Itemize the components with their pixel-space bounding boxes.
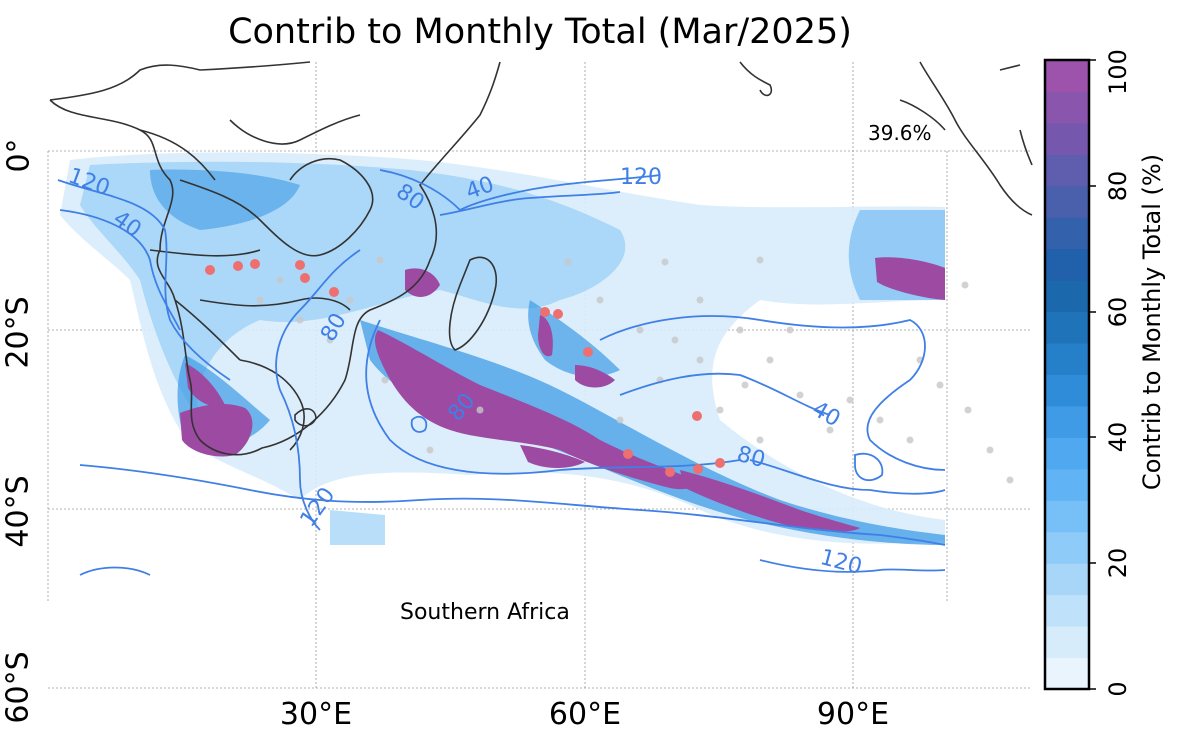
country-borders <box>49 61 1033 456</box>
colorbar-segment <box>1045 563 1089 596</box>
contribution-shading <box>60 152 945 545</box>
contour-label: 40 <box>108 206 146 243</box>
colorbar-segment <box>1045 280 1089 313</box>
latitude-label: 20°S <box>0 296 36 369</box>
colorbar-segment <box>1045 437 1089 470</box>
contour-label: 40 <box>462 171 498 206</box>
map-title: Contrib to Monthly Total (Mar/2025) <box>228 12 852 52</box>
colorbar-segment <box>1045 60 1089 92</box>
colorbar-frame <box>1043 58 1091 691</box>
colorbar-label: Contrib to Monthly Total (%) <box>1138 153 1166 491</box>
colorbar-tick-label: 40 <box>1104 421 1132 453</box>
colorbar-segment <box>1045 594 1089 627</box>
colorbar-segment <box>1045 657 1089 690</box>
contour-label: 80 <box>443 388 481 427</box>
event-dots <box>205 259 725 477</box>
colorbar-segment <box>1045 500 1089 533</box>
colorbar-segment <box>1045 405 1089 438</box>
colorbar-tick-marks <box>1089 59 1096 690</box>
latitude-label: 60°S <box>0 651 36 724</box>
colorbar-segment <box>1045 311 1089 344</box>
latitude-label: 40°S <box>0 475 36 548</box>
colorbar-segment <box>1045 468 1089 501</box>
colorbar-tick-label: 80 <box>1104 170 1132 202</box>
colorbar-segment <box>1045 122 1089 155</box>
contour-label: 40 <box>807 396 845 433</box>
region-label: Southern Africa <box>400 600 570 625</box>
contour-label: 120 <box>64 163 114 202</box>
colorbar-segment <box>1045 374 1089 407</box>
contour-label: 80 <box>391 179 429 216</box>
longitude-label: 60°E <box>548 697 622 732</box>
contour-label: 80 <box>734 441 768 474</box>
colorbar-segment <box>1045 531 1089 564</box>
colorbar-segment <box>1045 91 1089 124</box>
colorbar-tick-label: 60 <box>1104 296 1132 328</box>
contour-label: 120 <box>295 483 341 532</box>
contour-lines <box>57 169 946 576</box>
latitude-label: 0° <box>1 138 37 173</box>
colorbar <box>1045 60 1089 690</box>
colorbar-tick-label: 100 <box>1104 49 1132 95</box>
colorbar-segment <box>1045 217 1089 250</box>
colorbar-segment <box>1045 626 1089 659</box>
colorbar-segment <box>1045 248 1089 281</box>
colorbar-tick-label: 20 <box>1104 547 1132 579</box>
colorbar-segment <box>1045 154 1089 187</box>
longitude-label: 30°E <box>279 697 353 732</box>
percent-label: 39.6% <box>868 121 932 145</box>
contour-label: 120 <box>817 544 865 581</box>
station-dots <box>256 256 1014 484</box>
contour-label: 120 <box>620 165 662 190</box>
colorbar-tick-label: 0 <box>1104 681 1132 697</box>
colorbar-segment <box>1045 343 1089 375</box>
longitude-label: 90°E <box>816 697 890 732</box>
contour-label: 80 <box>316 309 352 346</box>
colorbar-segment <box>1045 185 1089 218</box>
